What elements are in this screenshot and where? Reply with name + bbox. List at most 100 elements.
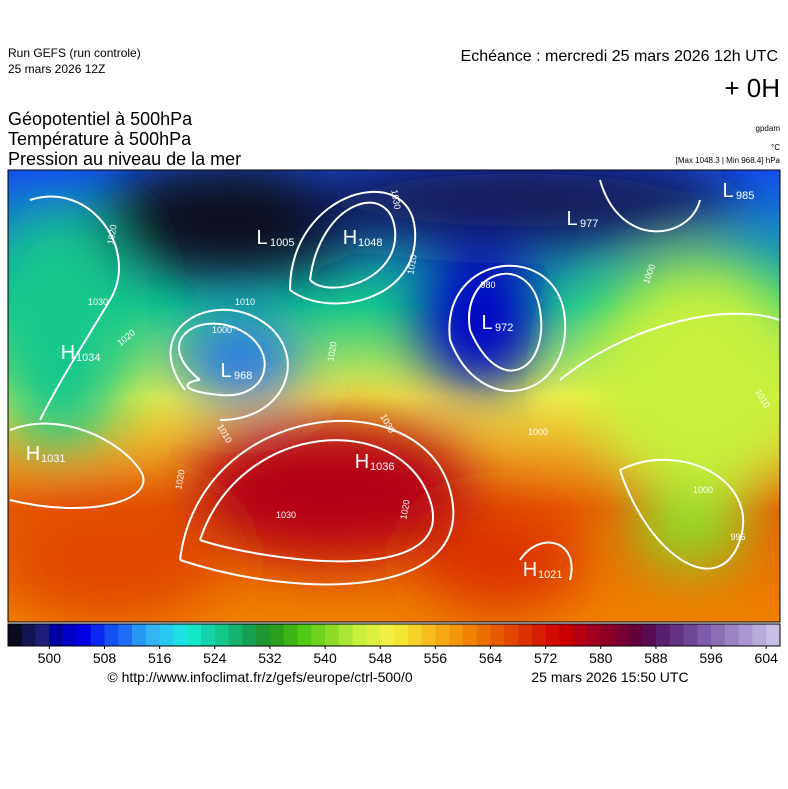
colorbar-swatch	[242, 624, 257, 646]
run-label: Run GEFS (run controle)	[8, 46, 141, 60]
colorbar-label: 500	[38, 650, 62, 666]
colorbar-swatch	[380, 624, 395, 646]
center-value: 968	[234, 370, 252, 382]
map-frame	[7, 169, 781, 623]
colorbar-swatch	[752, 624, 767, 646]
colorbar-label: 596	[699, 650, 723, 666]
colorbar-swatch	[21, 624, 36, 646]
colorbar-swatch	[531, 624, 546, 646]
unit-label: [Max 1048.3 | Min 968.4] hPa	[676, 156, 781, 165]
colorbar-swatch	[504, 624, 519, 646]
colorbar-label: 580	[589, 650, 613, 666]
colorbar-swatch	[145, 624, 160, 646]
colorbar-label: 564	[479, 650, 503, 666]
isobar-label: 1010	[405, 254, 418, 275]
colorbar-swatch	[628, 624, 643, 646]
colorbar-swatch	[545, 624, 560, 646]
colorbar-swatch	[518, 624, 533, 646]
isobar-label: 980	[480, 280, 495, 290]
isobar-label: 1030	[389, 189, 402, 210]
colorbar-swatch	[325, 624, 340, 646]
map	[8, 170, 780, 622]
colorbar-swatch	[104, 624, 119, 646]
center-letter: L	[220, 360, 231, 382]
colorbar-label: 556	[424, 650, 448, 666]
colorbar-swatch	[573, 624, 588, 646]
colorbar-swatch	[214, 624, 229, 646]
center-value: 1036	[370, 461, 394, 473]
echeance: Echéance : mercredi 25 mars 2026 12h UTC	[461, 48, 778, 65]
colorbar-label: 548	[369, 650, 393, 666]
colorbar-swatch	[711, 624, 726, 646]
colorbar-label: 516	[148, 650, 172, 666]
center-letter: L	[256, 227, 267, 249]
colorbar-swatch	[614, 624, 629, 646]
colorbar-swatch	[462, 624, 478, 646]
center-letter: H	[523, 559, 537, 581]
center-value: 1005	[270, 237, 294, 249]
center-letter: L	[722, 180, 733, 202]
isobar-label: 1020	[398, 499, 411, 520]
field-title: Géopotentiel à 500hPa	[8, 109, 193, 129]
center-value: 977	[580, 218, 598, 230]
colorbar-swatch	[669, 624, 684, 646]
colorbar-swatch	[63, 624, 78, 646]
colorbar-label: 604	[755, 650, 779, 666]
colorbar-swatch	[352, 624, 367, 646]
colorbar-swatch	[76, 624, 92, 646]
center-letter: H	[26, 443, 40, 465]
colorbar-swatch	[283, 624, 298, 646]
colorbar-swatch	[311, 624, 326, 646]
generated-time: 25 mars 2026 15:50 UTC	[531, 669, 688, 685]
unit-label: gpdam	[756, 124, 781, 133]
colorbar-label: 588	[644, 650, 668, 666]
run-date: 25 mars 2026 12Z	[8, 62, 105, 76]
center-value: 1034	[76, 352, 100, 364]
isobar-label: 1020	[173, 469, 186, 490]
colorbar-swatch	[655, 624, 671, 646]
isobar-label: 1000	[528, 427, 548, 437]
colorbar-label: 572	[534, 650, 558, 666]
colorbar-swatch	[490, 624, 505, 646]
colorbar-swatch	[407, 624, 422, 646]
colorbar-swatch	[35, 624, 50, 646]
colorbar-swatch	[421, 624, 436, 646]
colorbar-swatch	[683, 624, 698, 646]
isobar-label: 1010	[235, 297, 255, 307]
colorbar-swatch	[338, 624, 353, 646]
colorbar-swatch	[132, 624, 147, 646]
colorbar-frame	[7, 623, 781, 647]
center-value: 1021	[538, 569, 562, 581]
isobar-label: 1020	[325, 341, 338, 362]
colorbar-swatch	[173, 624, 188, 646]
colorbar-label: 524	[203, 650, 227, 666]
colorbar-swatch	[476, 624, 491, 646]
source: © http://www.infoclimat.fr/z/gefs/europe…	[107, 669, 412, 685]
unit-label: °C	[771, 143, 780, 152]
colorbar-swatch	[642, 624, 657, 646]
center-value: 1031	[41, 453, 65, 465]
colorbar-swatch	[449, 624, 464, 646]
center-value: 985	[736, 190, 754, 202]
colorbar-swatch	[559, 624, 574, 646]
isobar-label: 1030	[88, 297, 108, 307]
colorbar-swatch	[394, 624, 409, 646]
colorbar-label: 508	[93, 650, 117, 666]
lead-time: + 0H	[724, 73, 780, 103]
field-title: Pression au niveau de la mer	[8, 149, 241, 169]
isobar-label: 1030	[276, 510, 296, 520]
colorbar-swatch	[724, 624, 739, 646]
center-letter: L	[481, 312, 492, 334]
colorbar-swatch	[366, 624, 381, 646]
colorbar-swatch	[118, 624, 133, 646]
colorbar-swatch	[587, 624, 602, 646]
center-letter: H	[61, 342, 75, 364]
colorbar-swatch	[256, 624, 271, 646]
colorbar-swatch	[8, 624, 23, 646]
colorbar-swatch	[269, 624, 285, 646]
colorbar-swatch	[90, 624, 105, 646]
colorbar-label: 532	[258, 650, 282, 666]
center-value: 1048	[358, 237, 382, 249]
